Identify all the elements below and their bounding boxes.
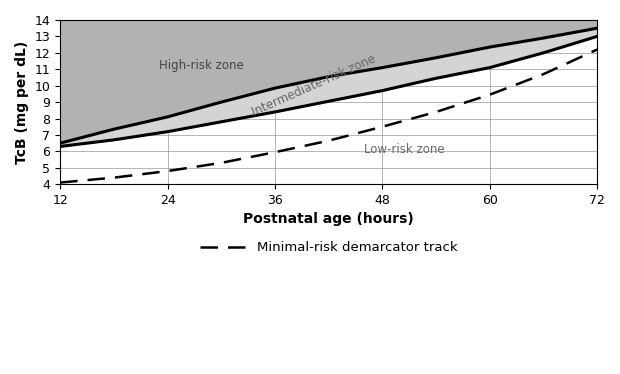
Text: Intermediate-risk zone: Intermediate-risk zone (250, 52, 378, 119)
X-axis label: Postnatal age (hours): Postnatal age (hours) (243, 212, 414, 227)
Text: Low-risk zone: Low-risk zone (365, 143, 445, 156)
Text: High-risk zone: High-risk zone (159, 59, 243, 73)
Legend: Minimal-risk demarcator track: Minimal-risk demarcator track (195, 236, 463, 260)
Y-axis label: TcB (mg per dL): TcB (mg per dL) (15, 40, 29, 164)
